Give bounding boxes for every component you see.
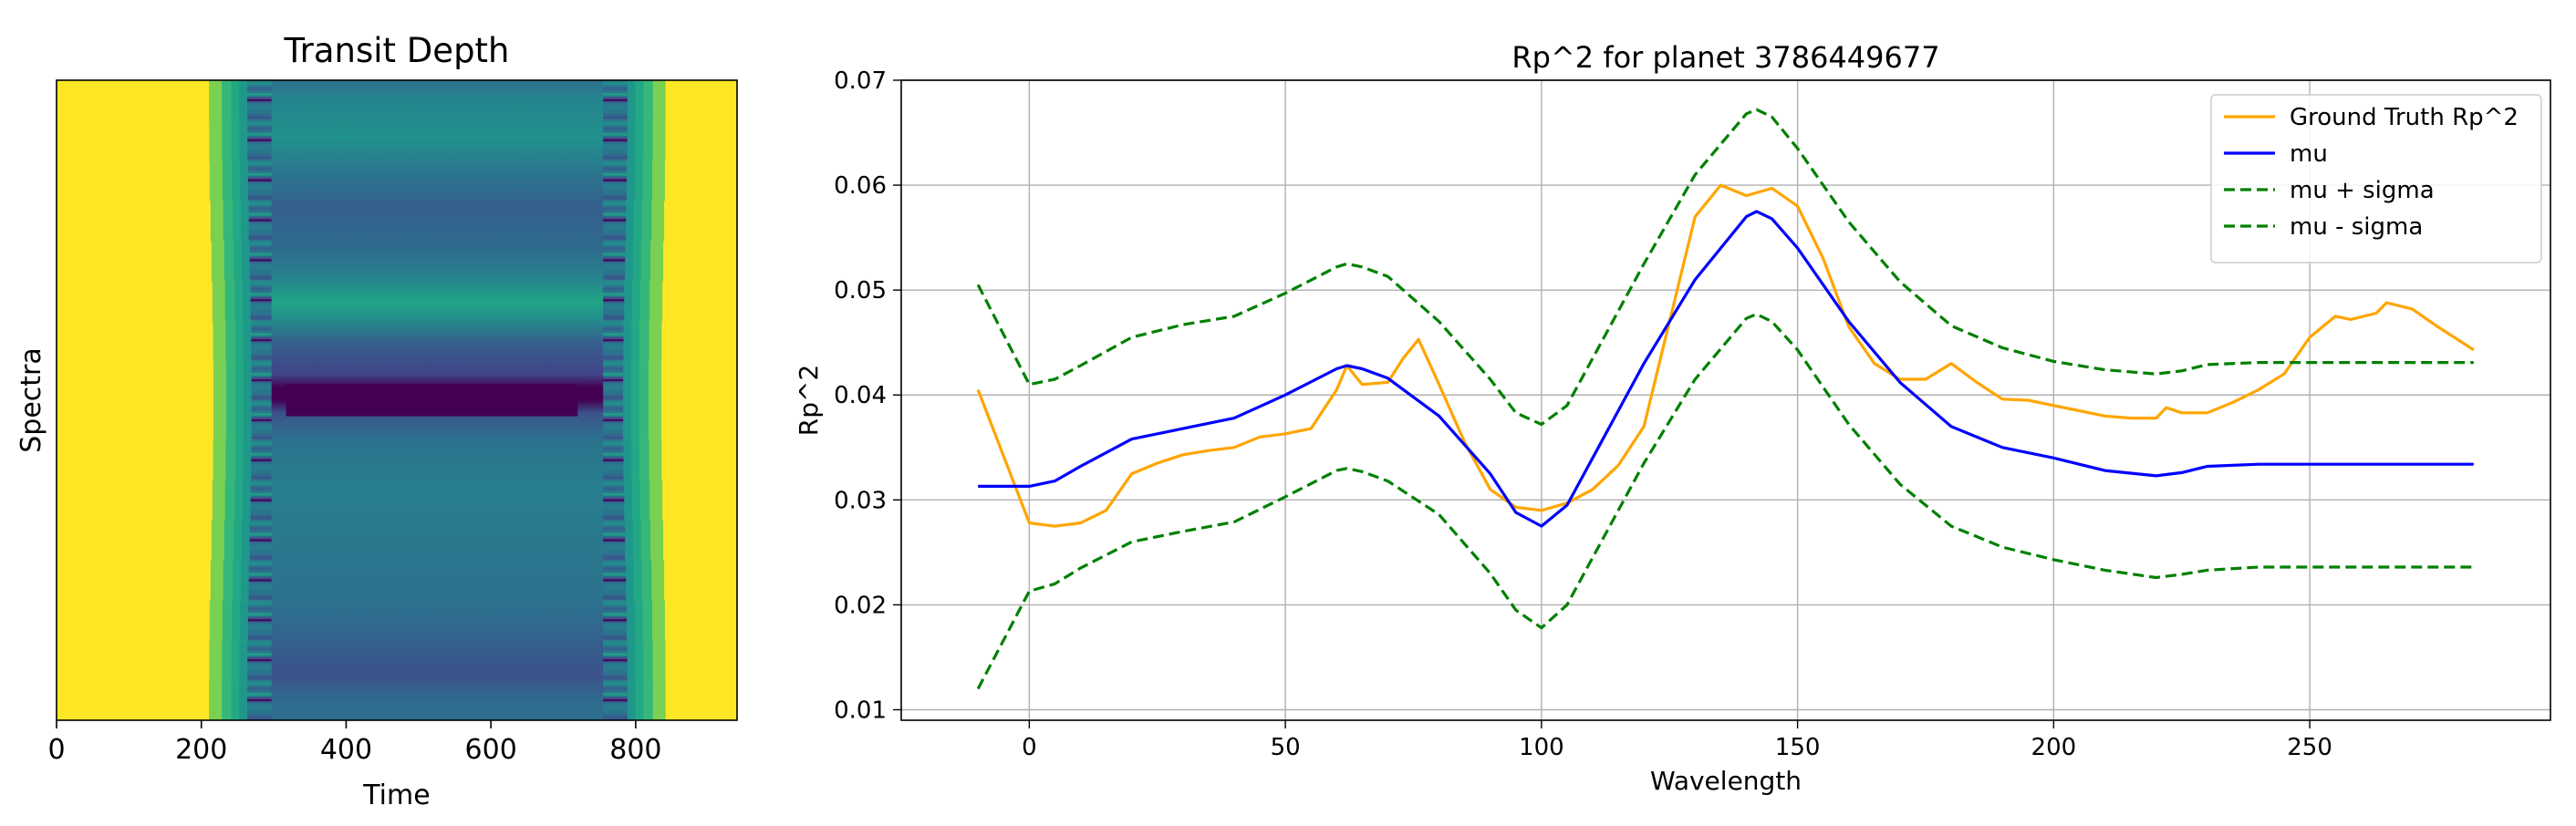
line-chart-y-tick-label: 0.03 xyxy=(834,487,887,514)
heatmap-x-ticks: 0 200 400 600 800 xyxy=(47,720,662,766)
heatmap-title: Transit Depth xyxy=(283,31,509,70)
heatmap-x-tick-label: 800 xyxy=(609,734,661,766)
line-chart-x-tick-label: 250 xyxy=(2287,734,2332,761)
line-chart-frame xyxy=(900,79,2551,721)
transit-depth-panel: Transit Depth 0 200 400 600 800 Time Spectra xyxy=(16,31,738,811)
line-chart-title: Rp^2 for planet 3786449677 xyxy=(1511,40,1939,75)
line-chart-y-tick-label: 0.04 xyxy=(834,382,887,409)
series-lines xyxy=(976,108,2475,690)
line-chart-y-tick-label: 0.05 xyxy=(834,277,887,305)
line-chart-x-tick-label: 200 xyxy=(2031,734,2077,761)
legend-box xyxy=(2210,94,2542,263)
line-chart-y-label: Rp^2 xyxy=(794,365,824,437)
legend-label: mu - sigma xyxy=(2290,213,2423,241)
line-chart-x-tick-label: 100 xyxy=(1519,734,1564,761)
line-chart-x-tick-label: 50 xyxy=(1271,734,1301,761)
line-chart-x-ticks: 0 50 100 150 200 250 xyxy=(1022,720,2332,761)
line-chart-x-label: Wavelength xyxy=(1650,766,1802,796)
series-line-3 xyxy=(976,108,2474,427)
heatmap-absorption-feature xyxy=(286,384,578,417)
line-chart-x-tick-label: 0 xyxy=(1022,734,1037,761)
series-line-1 xyxy=(976,183,2475,528)
legend-label: mu + sigma xyxy=(2290,177,2435,204)
heatmap-frame xyxy=(56,79,738,721)
line-chart-y-tick-label: 0.06 xyxy=(834,172,887,200)
heatmap-y-label: Spectra xyxy=(16,347,47,453)
line-chart-y-tick-label: 0.02 xyxy=(834,592,887,619)
legend-label: Ground Truth Rp^2 xyxy=(2290,104,2519,131)
line-chart-y-tick-label: 0.07 xyxy=(834,67,887,95)
heatmap-x-tick-label: 200 xyxy=(175,734,227,766)
rp2-panel: Rp^2 for planet 3786449677 0 50 100 150 200 2… xyxy=(794,40,2551,796)
legend: Ground Truth Rp^2 mu mu + sigma mu - sigma xyxy=(2210,94,2542,263)
series-line-2 xyxy=(978,210,2474,528)
heatmap-x-tick-label: 400 xyxy=(320,734,372,766)
line-chart-y-ticks: 0.01 0.02 0.03 0.04 0.05 0.06 0.07 xyxy=(834,67,901,724)
heatmap-x-tick-label: 600 xyxy=(465,734,517,766)
series-line-4 xyxy=(976,313,2474,690)
line-chart-x-tick-label: 150 xyxy=(1775,734,1821,761)
heatmap-x-tick-label: 0 xyxy=(47,734,65,766)
legend-label: mu xyxy=(2290,140,2328,168)
heatmap-x-label: Time xyxy=(362,780,430,811)
line-chart-y-tick-label: 0.01 xyxy=(834,697,887,724)
heatmap-image xyxy=(57,80,737,720)
